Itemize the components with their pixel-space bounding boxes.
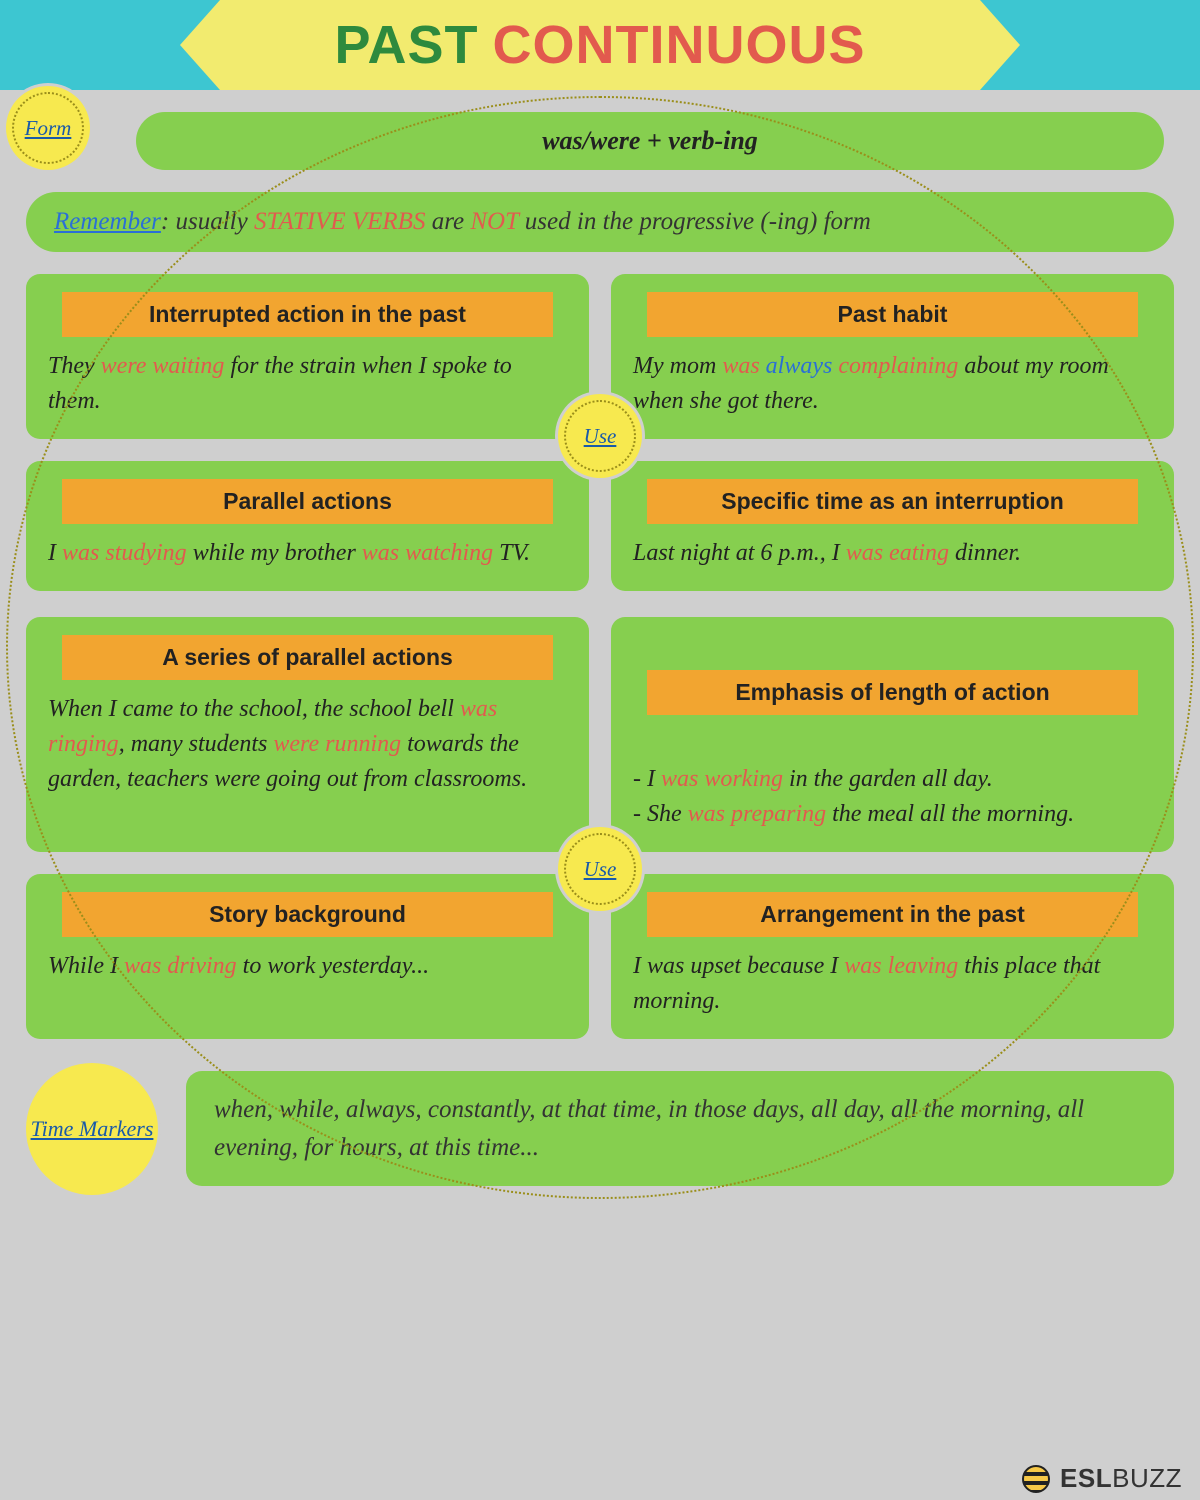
- footer-brand: ESLBUZZ: [1022, 1463, 1182, 1494]
- form-badge-label: Form: [25, 116, 72, 141]
- header-band: PAST CONTINUOUS: [0, 0, 1200, 90]
- title-word-continuous: CONTINUOUS: [493, 14, 866, 76]
- time-markers-label: Time Markers: [31, 1116, 154, 1142]
- content-area: Form was/were + verb-ing Remember: usual…: [0, 90, 1200, 1205]
- time-markers-badge: Time Markers: [26, 1063, 158, 1195]
- title-ribbon: PAST CONTINUOUS: [220, 0, 980, 90]
- form-badge: Form: [6, 86, 90, 170]
- time-markers-row: Time Markers when, while, always, consta…: [26, 1063, 1174, 1195]
- brand-bold: ESL: [1060, 1463, 1112, 1493]
- remember-prefix: Remember: [54, 208, 161, 235]
- title-word-past: PAST: [334, 14, 478, 76]
- brand-thin: BUZZ: [1112, 1463, 1182, 1493]
- bee-icon: [1022, 1465, 1050, 1493]
